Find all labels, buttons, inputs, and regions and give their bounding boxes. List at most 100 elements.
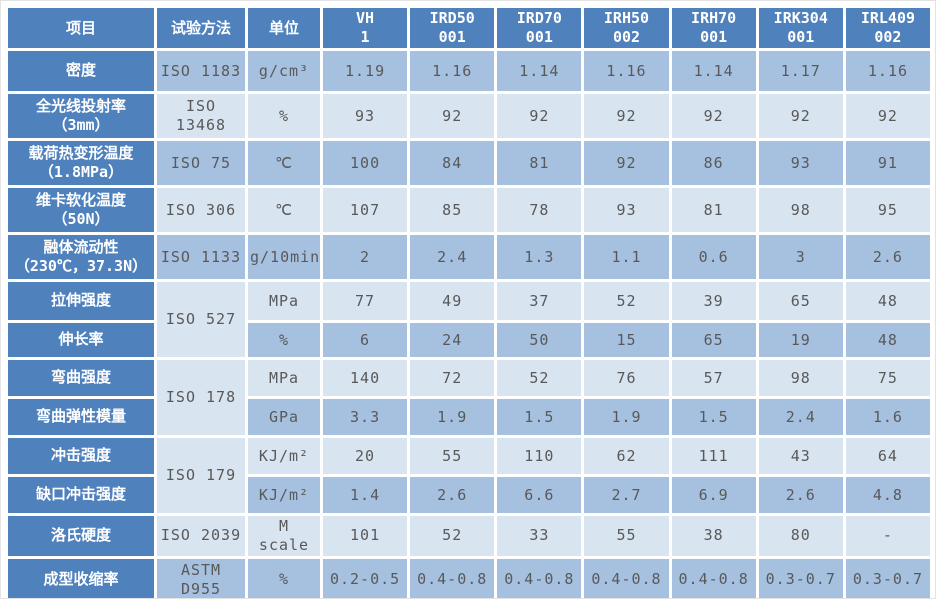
cell-value: 1.14 (671, 51, 756, 91)
cell-method: ISO 527 (157, 282, 245, 357)
row-label: 洛氏硬度 (8, 516, 154, 556)
cell-value: 92 (758, 94, 843, 138)
cell-value: 2 (323, 235, 408, 279)
cell-value: 76 (584, 360, 669, 396)
cell-value: 2.6 (758, 477, 843, 513)
row-label: 拉伸强度 (8, 282, 154, 320)
cell-value: - (845, 516, 930, 556)
cell-unit: ℃ (248, 141, 320, 185)
cell-value: 6.6 (497, 477, 582, 513)
cell-value: 85 (410, 188, 495, 232)
cell-unit: ℃ (248, 188, 320, 232)
table-row-density: 密度 ISO 1183 g/cm³ 1.19 1.16 1.14 1.16 1.… (8, 51, 930, 91)
row-label: 全光线投射率 （3mm） (8, 94, 154, 138)
cell-value: 77 (323, 282, 408, 320)
column-header-grade: IRK304 001 (758, 8, 843, 48)
cell-value: 2.6 (845, 235, 930, 279)
cell-value: 72 (410, 360, 495, 396)
cell-value: 92 (671, 94, 756, 138)
cell-value: 52 (584, 282, 669, 320)
cell-value: 81 (497, 141, 582, 185)
cell-unit: % (248, 94, 320, 138)
cell-value: 2.7 (584, 477, 669, 513)
cell-value: 2.6 (410, 477, 495, 513)
cell-value: 140 (323, 360, 408, 396)
cell-method: ISO 13468 (157, 94, 245, 138)
cell-value: 1.6 (845, 399, 930, 435)
header-row: 项目 试验方法 单位 VH 1 IRD50 001 IRD70 001 IRH5… (8, 8, 930, 48)
cell-value: 2.4 (410, 235, 495, 279)
table-row-flexural-strength: 弯曲强度 ISO 178 MPa 140 72 52 76 57 98 75 (8, 360, 930, 435)
cell-unit: g/10min (248, 235, 320, 279)
cell-value: 78 (497, 188, 582, 232)
cell-value: 6.9 (671, 477, 756, 513)
column-header-method: 试验方法 (157, 8, 245, 48)
cell-value: 111 (671, 438, 756, 474)
table-row-melt-flow: 融体流动性 （230℃，37.3N） ISO 1133 g/10min 2 2.… (8, 235, 930, 279)
cell-value: 92 (845, 94, 930, 138)
cell-method: ISO 178 (157, 360, 245, 435)
cell-value: 1.4 (323, 477, 408, 513)
column-header-item: 项目 (8, 8, 154, 48)
cell-method: ISO 75 (157, 141, 245, 185)
column-header-grade: IRD50 001 (410, 8, 495, 48)
cell-method: ISO 306 (157, 188, 245, 232)
cell-value: 101 (323, 516, 408, 556)
cell-value: 95 (845, 188, 930, 232)
row-label: 密度 (8, 51, 154, 91)
cell-value: 107 (323, 188, 408, 232)
column-header-grade: IRH50 002 (584, 8, 669, 48)
cell-value: 64 (845, 438, 930, 474)
column-header-grade: IRH70 001 (671, 8, 756, 48)
cell-value: 1.5 (497, 399, 582, 435)
cell-value: 1.9 (410, 399, 495, 435)
row-label: 弯曲弹性模量 (8, 399, 154, 435)
cell-value: 52 (497, 360, 582, 396)
row-label: 成型收缩率 (8, 558, 154, 598)
cell-unit: GPa (248, 399, 320, 435)
cell-value: 1.5 (671, 399, 756, 435)
cell-value: 1.3 (497, 235, 582, 279)
cell-value: 0.4-0.8 (584, 558, 669, 598)
table-row-elongation: 伸长率 % 6 24 50 15 65 19 48 (8, 323, 930, 357)
cell-value: 57 (671, 360, 756, 396)
cell-value: 0.3-0.7 (845, 558, 930, 598)
cell-unit: M scale (248, 516, 320, 556)
cell-value: 92 (410, 94, 495, 138)
column-header-grade: VH 1 (323, 8, 408, 48)
row-label: 融体流动性 （230℃，37.3N） (8, 235, 154, 279)
cell-value: 93 (758, 141, 843, 185)
cell-value: 43 (758, 438, 843, 474)
cell-value: 1.16 (845, 51, 930, 91)
properties-table: 项目 试验方法 单位 VH 1 IRD50 001 IRD70 001 IRH5… (5, 5, 933, 598)
cell-value: 0.6 (671, 235, 756, 279)
cell-value: 86 (671, 141, 756, 185)
cell-method: ISO 1183 (157, 51, 245, 91)
table-row-flexural-modulus: 弯曲弹性模量 GPa 3.3 1.9 1.5 1.9 1.5 2.4 1.6 (8, 399, 930, 435)
row-label: 冲击强度 (8, 438, 154, 474)
cell-value: 48 (845, 282, 930, 320)
cell-value: 48 (845, 323, 930, 357)
cell-unit: KJ/m² (248, 477, 320, 513)
cell-value: 100 (323, 141, 408, 185)
cell-value: 65 (671, 323, 756, 357)
table-row-rockwell: 洛氏硬度 ISO 2039 M scale 101 52 33 55 38 80… (8, 516, 930, 556)
cell-value: 92 (584, 94, 669, 138)
cell-unit: % (248, 323, 320, 357)
cell-method: ASTM D955 (157, 558, 245, 598)
cell-value: 33 (497, 516, 582, 556)
cell-value: 37 (497, 282, 582, 320)
cell-value: 93 (584, 188, 669, 232)
cell-value: 0.3-0.7 (758, 558, 843, 598)
cell-value: 1.19 (323, 51, 408, 91)
cell-value: 98 (758, 360, 843, 396)
cell-value: 1.17 (758, 51, 843, 91)
cell-value: 1.9 (584, 399, 669, 435)
cell-value: 80 (758, 516, 843, 556)
cell-value: 0.4-0.8 (410, 558, 495, 598)
cell-value: 39 (671, 282, 756, 320)
cell-value: 84 (410, 141, 495, 185)
cell-value: 20 (323, 438, 408, 474)
cell-value: 110 (497, 438, 582, 474)
